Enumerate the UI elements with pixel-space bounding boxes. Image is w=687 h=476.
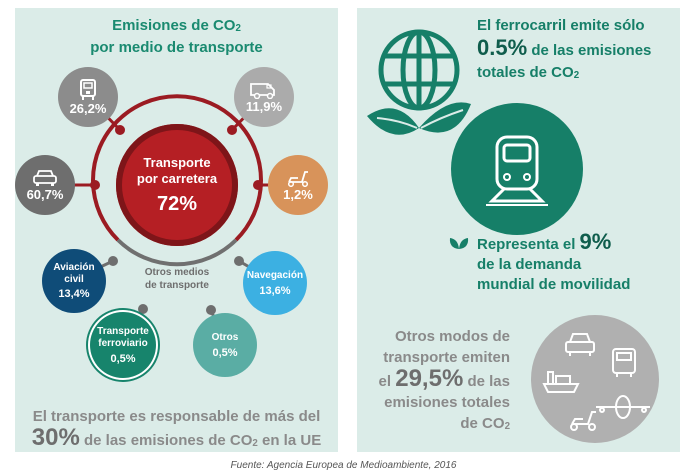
globe-leaves-icon bbox=[367, 29, 471, 135]
truck-bubble: 26,2% bbox=[58, 67, 118, 127]
eu-statement: El transporte es responsable de más del … bbox=[31, 408, 322, 451]
scooter-icon bbox=[287, 170, 309, 187]
rail-emissions-statement: El ferrocarril emite sólo 0.5% de las em… bbox=[477, 17, 652, 82]
others-label: Otros medios de transporte bbox=[144, 267, 210, 291]
emissions-by-transport-panel: Emisiones de CO2 por medio de transporte bbox=[15, 8, 338, 452]
car-bubble: 60,7% bbox=[15, 155, 75, 215]
panel-title: Emisiones de CO2 por medio de transporte bbox=[90, 17, 263, 56]
truck-icon bbox=[612, 348, 636, 377]
car-icon bbox=[33, 169, 57, 186]
car-icon bbox=[565, 333, 595, 356]
ship-icon bbox=[542, 371, 580, 393]
navigation-bubble: Navegación 13,6% bbox=[243, 251, 307, 315]
scooter-icon bbox=[570, 411, 596, 431]
others-ring bbox=[116, 238, 238, 267]
mobility-statement: Representa el 9% de la demanda mundial d… bbox=[477, 229, 631, 294]
source-note: Fuente: Agencia Europea de Medioambiente… bbox=[230, 460, 457, 471]
train-circle bbox=[451, 103, 583, 235]
scooter-bubble: 1,2% bbox=[268, 155, 328, 215]
other-bubble: Otros 0,5% bbox=[193, 313, 257, 377]
van-bubble: 11,9% bbox=[234, 67, 294, 127]
other-modes-circle bbox=[531, 315, 659, 443]
rail-bubble: Transporte ferroviario 0,5% bbox=[90, 312, 156, 378]
train-icon bbox=[486, 135, 548, 206]
aviation-bubble: Aviación civil 13,4% bbox=[42, 249, 106, 313]
van-icon bbox=[250, 82, 275, 99]
leaf-icon bbox=[449, 238, 469, 249]
road-transport-center: Transporte por carretera 72% bbox=[116, 124, 238, 246]
plane-icon bbox=[596, 395, 650, 419]
rail-panel: El ferrocarril emite sólo 0.5% de las em… bbox=[357, 8, 680, 452]
truck-icon bbox=[80, 78, 96, 100]
other-modes-statement: Otros modos de transporte emiten el 29,5… bbox=[378, 328, 510, 433]
